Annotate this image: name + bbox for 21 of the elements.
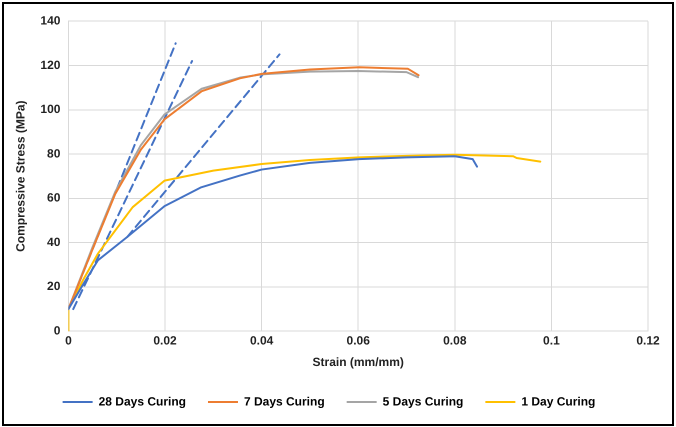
- x-tick-label: 0.12: [636, 334, 660, 348]
- x-axis-title: Strain (mm/mm): [312, 355, 404, 370]
- x-tick-label: 0.02: [153, 334, 178, 348]
- legend-label: 28 Days Curing: [98, 394, 186, 408]
- x-tick-label: 0.1: [543, 334, 560, 348]
- legend-label: 1 Day Curing: [521, 394, 596, 408]
- x-tick-label: 0.06: [346, 334, 370, 348]
- y-tick-label: 120: [40, 58, 61, 72]
- y-tick-label: 80: [47, 146, 61, 160]
- y-tick-label: 60: [47, 190, 61, 205]
- x-tick-label: 0: [65, 334, 72, 348]
- legend-label: 7 Days Curing: [244, 394, 325, 408]
- y-axis-title: Compressive Stress (MPa): [14, 100, 28, 252]
- x-tick-label: 0.08: [443, 334, 467, 348]
- y-tick-label: 40: [47, 234, 61, 249]
- y-tick-label: 0: [54, 324, 61, 338]
- y-tick-label: 100: [40, 102, 61, 116]
- y-tick-label: 20: [47, 279, 61, 294]
- y-tick-label: 140: [40, 14, 61, 28]
- x-tick-label: 0.04: [250, 334, 274, 348]
- legend-label: 5 Days Curing: [382, 394, 464, 408]
